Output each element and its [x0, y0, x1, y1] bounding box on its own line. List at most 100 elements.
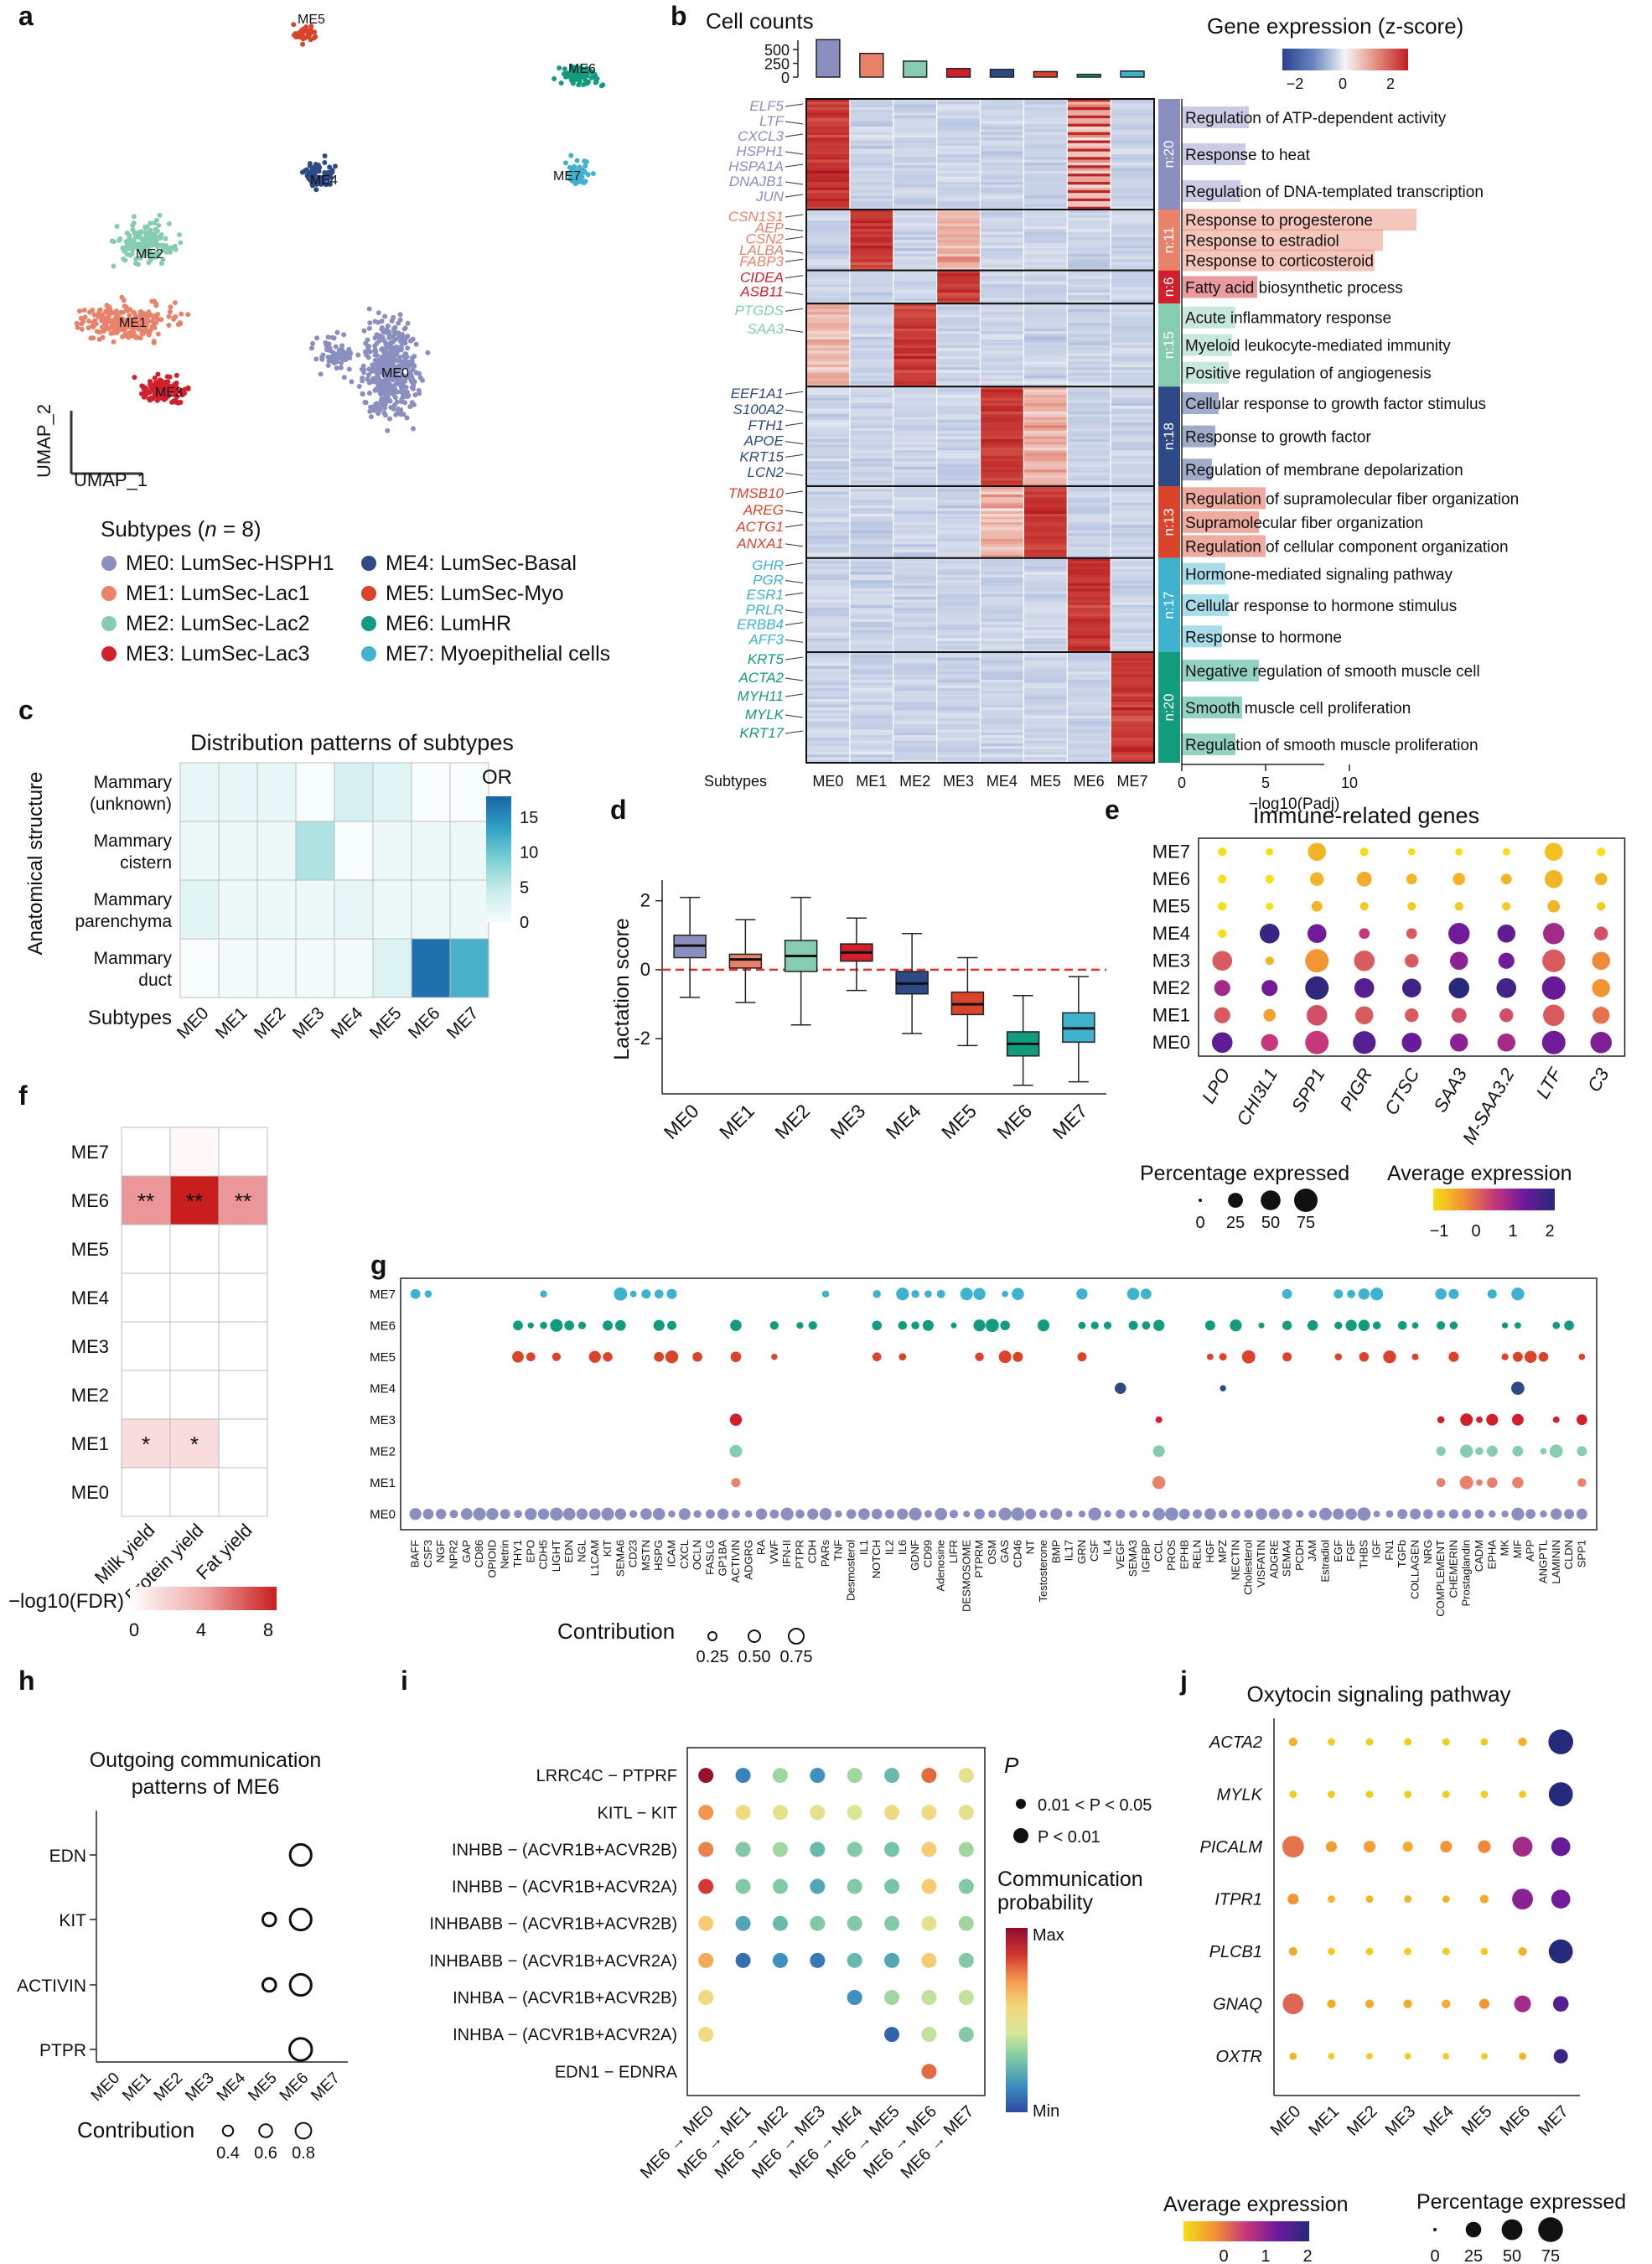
heatmap-cell: [806, 353, 851, 357]
heatmap-col-label-me2: ME2: [899, 773, 930, 790]
heatmap-cell: [1111, 129, 1155, 132]
j-dot: [1553, 2049, 1568, 2064]
heatmap-cell: [1067, 406, 1111, 409]
heatmap-cell: [849, 262, 894, 266]
gene-connector: [785, 622, 804, 626]
heatmap-cell: [1067, 710, 1111, 713]
heatmap-cell: [1067, 461, 1111, 464]
g-dot-me0: [1193, 1509, 1203, 1519]
heatmap-cell: [1067, 433, 1111, 437]
j-dot: [1365, 1999, 1375, 2008]
c-col-label-me4: ME4: [328, 1003, 367, 1043]
g-dot-me7: [1370, 1287, 1384, 1301]
c-row-label: Mammary: [94, 832, 173, 851]
heatmap-cell: [1067, 110, 1111, 113]
heatmap-cell: [936, 696, 981, 700]
umap-point-me2: [165, 246, 171, 251]
heatmap-cell: [936, 751, 981, 755]
heatmap-cell: [1111, 538, 1155, 542]
umap-point-me0: [382, 313, 388, 319]
heatmap-cell: [1023, 403, 1068, 407]
e-dot: [1597, 847, 1606, 857]
heatmap-cell: [849, 749, 894, 753]
umap-point-me1: [108, 330, 114, 336]
heatmap-cell: [849, 281, 894, 285]
heatmap-cell: [936, 381, 981, 385]
heatmap-cell: [893, 682, 937, 686]
count-bar-me5: [1033, 70, 1058, 78]
umap-point-me0: [393, 381, 399, 387]
umap-point-me2: [158, 261, 164, 267]
umap-point-me0: [385, 427, 391, 433]
heatmap-cell: [806, 685, 851, 689]
heatmap-cell: [1111, 436, 1155, 440]
heatmap-cell: [936, 137, 981, 141]
heatmap-cell: [893, 514, 937, 517]
umap-point-me5: [300, 41, 306, 47]
heatmap-cell: [1067, 585, 1111, 589]
g-col-label: IL17: [1063, 1540, 1075, 1561]
umap-point-me2: [117, 237, 122, 243]
heatmap-cell: [1067, 132, 1111, 136]
heatmap-cell: [980, 106, 1024, 111]
j-dot: [1282, 1836, 1304, 1858]
i-prob-dot: [772, 1805, 788, 1821]
heatmap-cell: [893, 104, 937, 108]
legend-entry-me1: ME1: LumSec-Lac1: [126, 582, 310, 605]
j-dot: [1518, 1737, 1527, 1747]
heatmap-cell: [1067, 123, 1111, 127]
g-row-label-me7: ME7: [370, 1287, 396, 1302]
heatmap-cell: [849, 381, 894, 385]
heatmap-cell: [1067, 746, 1111, 749]
heatmap-cell: [1111, 170, 1155, 174]
umap-point-me2: [142, 230, 148, 236]
umap-point-me1: [155, 312, 161, 318]
g-dot-me0: [1152, 1507, 1166, 1521]
heatmap-cell: [849, 176, 894, 179]
g-dot-me6: [1514, 1322, 1521, 1329]
heatmap-cell: [893, 547, 937, 551]
or-cell: [334, 762, 374, 822]
heatmap-cell: [893, 225, 937, 230]
heatmap-cell: [893, 438, 937, 443]
heatmap-cell: [936, 552, 981, 556]
heatmap-cell: [806, 561, 851, 564]
heatmap-cell: [1067, 604, 1111, 609]
i-prob-dot: [735, 1768, 751, 1784]
g-dot-me0: [1308, 1510, 1318, 1519]
heatmap-cell: [936, 505, 981, 509]
or-cell: [179, 821, 220, 881]
umap-cluster-label-me6: ME6: [568, 62, 596, 76]
heatmap-cell: [980, 566, 1024, 570]
heatmap-cell: [980, 757, 1024, 760]
g-col-label: ANGPTL: [1536, 1540, 1549, 1583]
heatmap-cell: [1067, 223, 1111, 227]
j-col-label-me6: ME6: [1496, 2102, 1534, 2140]
h-contribution-key: [294, 2122, 313, 2140]
g-dot-me0: [1268, 1508, 1280, 1520]
gene-connector: [785, 214, 804, 218]
heatmap-cell: [1067, 248, 1111, 251]
e-dot: [1218, 847, 1227, 857]
heatmap-cell: [1023, 655, 1068, 658]
umap-point-me0: [402, 340, 408, 346]
umap-point-me0: [376, 360, 382, 366]
heatmap-cell: [1023, 757, 1068, 760]
heatmap-cell: [1067, 154, 1111, 158]
legend-entry-me3: ME3: LumSec-Lac3: [126, 642, 310, 666]
heatmap-cell: [806, 738, 851, 741]
j-dot: [1288, 1737, 1297, 1747]
heatmap-cell: [980, 162, 1024, 166]
umap-point-me0: [374, 340, 380, 346]
heatmap-cell: [936, 533, 981, 536]
umap-point-me1: [90, 322, 96, 328]
heatmap-cell: [849, 751, 894, 755]
heatmap-cell: [936, 115, 981, 119]
heatmap-cell: [980, 746, 1024, 749]
heatmap-cell: [806, 376, 851, 379]
heatmap-cell: [893, 436, 937, 440]
heatmap-cell: [980, 115, 1024, 119]
heatmap-cell: [1023, 657, 1068, 661]
heatmap-cell: [1111, 137, 1155, 141]
heatmap-cell: [1023, 104, 1068, 108]
